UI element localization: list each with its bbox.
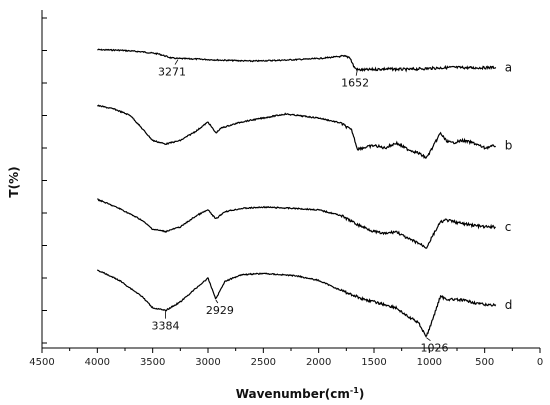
x-tick-label: 0 <box>537 357 543 368</box>
x-axis-label: Wavenumber(cm-1) <box>236 386 365 401</box>
x-tick-label: 4000 <box>85 357 110 368</box>
annotation-leader <box>174 59 179 65</box>
peak-annotations: 3271 1652 3384 2929 1026 <box>152 59 448 355</box>
spectra-series: a b c d <box>96 48 513 338</box>
x-tick-label: 1500 <box>361 357 386 368</box>
x-tick-label: 3000 <box>195 357 220 368</box>
annotation-1652: 1652 <box>341 77 369 90</box>
series-line-b <box>97 104 496 159</box>
x-tick-label: 2000 <box>306 357 331 368</box>
series-tag-c: c <box>505 220 512 234</box>
x-axis-label-close: ) <box>359 387 364 401</box>
x-tick-label: 3500 <box>140 357 165 368</box>
annotation-3384: 3384 <box>152 320 180 333</box>
annotation-3271: 3271 <box>158 66 186 79</box>
x-axis-label-sup: -1 <box>350 386 359 395</box>
x-tick-label: 500 <box>475 357 494 368</box>
x-tick-label: 4500 <box>29 357 54 368</box>
annotation-leader <box>426 337 431 342</box>
annotation-leader <box>355 70 358 76</box>
annotation-leader <box>215 299 219 304</box>
series-line-d <box>96 269 497 338</box>
series-tag-a: a <box>505 60 512 74</box>
y-axis-label: T(%) <box>7 166 21 197</box>
series-line-a <box>97 48 497 73</box>
x-tick-label: 2500 <box>251 357 276 368</box>
annotation-1026: 1026 <box>420 342 448 355</box>
x-axis-label-main: Wavenumber(cm <box>236 387 350 401</box>
series-tag-d: d <box>505 298 513 312</box>
x-tick-label: 1000 <box>417 357 442 368</box>
series-line-c <box>97 198 496 249</box>
series-tag-b: b <box>505 139 513 153</box>
annotation-2929: 2929 <box>206 304 234 317</box>
axes: 4500 4000 3500 3000 2500 2000 1500 1000 500 0 <box>29 10 543 368</box>
